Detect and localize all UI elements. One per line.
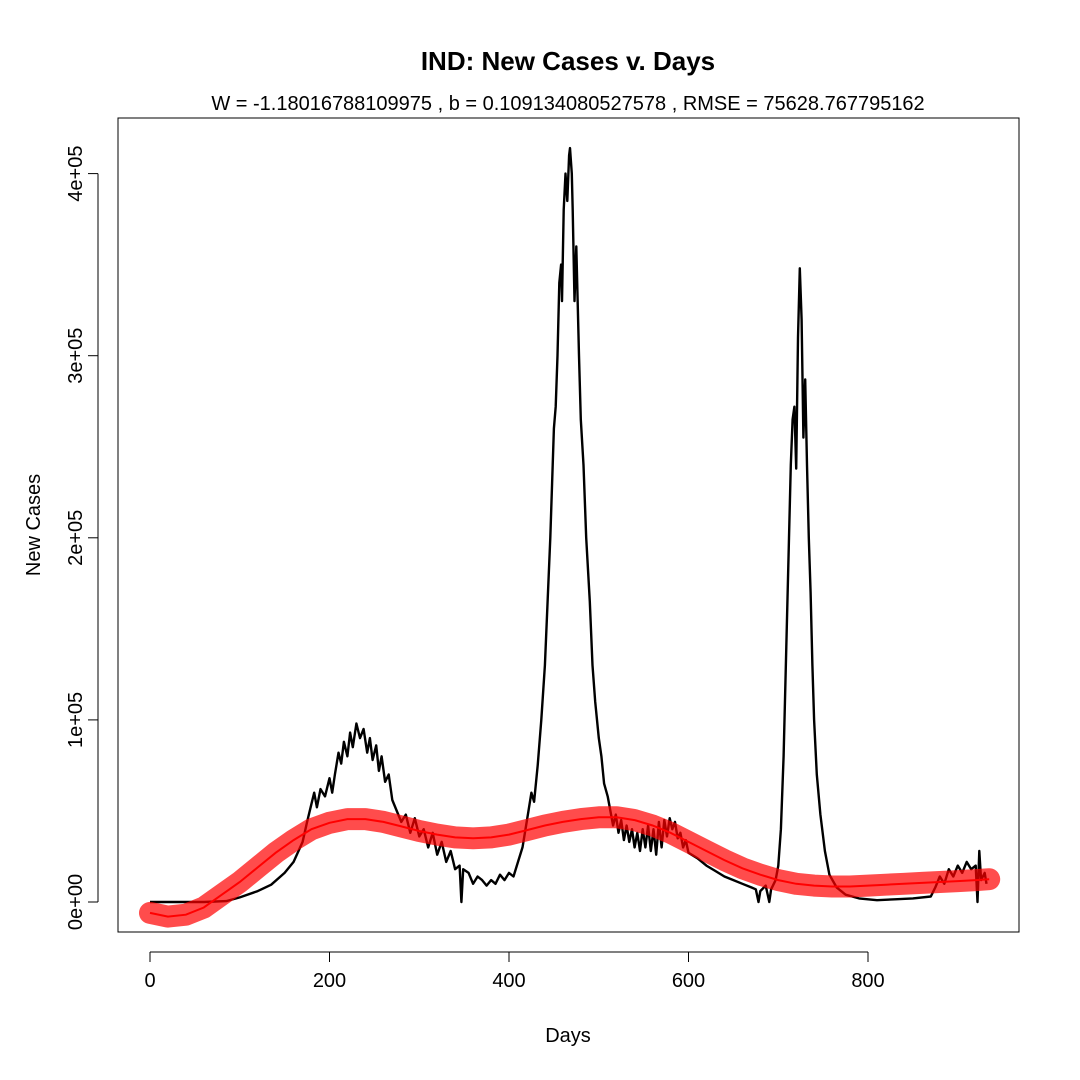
- plot-frame: [117, 117, 1020, 933]
- new-cases-line: [150, 146, 988, 904]
- x-tick-label: 600: [672, 970, 705, 992]
- x-tick-label: 0: [144, 970, 155, 992]
- y-axis-label: New Cases: [23, 474, 45, 576]
- y-axis: 0e+00 1e+05 2e+05 3e+05 4e+05: [65, 146, 99, 930]
- x-axis-label: Days: [545, 1025, 591, 1047]
- y-tick-label: 2e+05: [65, 510, 87, 566]
- fit-line: [149, 816, 990, 918]
- x-tick-label: 800: [851, 970, 884, 992]
- x-axis: 0 200 400 600 800: [144, 951, 885, 992]
- y-tick-label: 4e+05: [65, 146, 87, 202]
- chart-subtitle: W = -1.18016788109975 , b = 0.1091340805…: [211, 93, 924, 115]
- series-layer: [139, 146, 1001, 928]
- x-tick-label: 400: [492, 970, 525, 992]
- x-tick-label: 200: [313, 970, 346, 992]
- fit-band: [139, 806, 1001, 928]
- y-tick-label: 1e+05: [65, 692, 87, 748]
- y-tick-label: 3e+05: [65, 328, 87, 384]
- y-tick-label: 0e+00: [65, 874, 87, 930]
- chart-title: IND: New Cases v. Days: [421, 46, 715, 76]
